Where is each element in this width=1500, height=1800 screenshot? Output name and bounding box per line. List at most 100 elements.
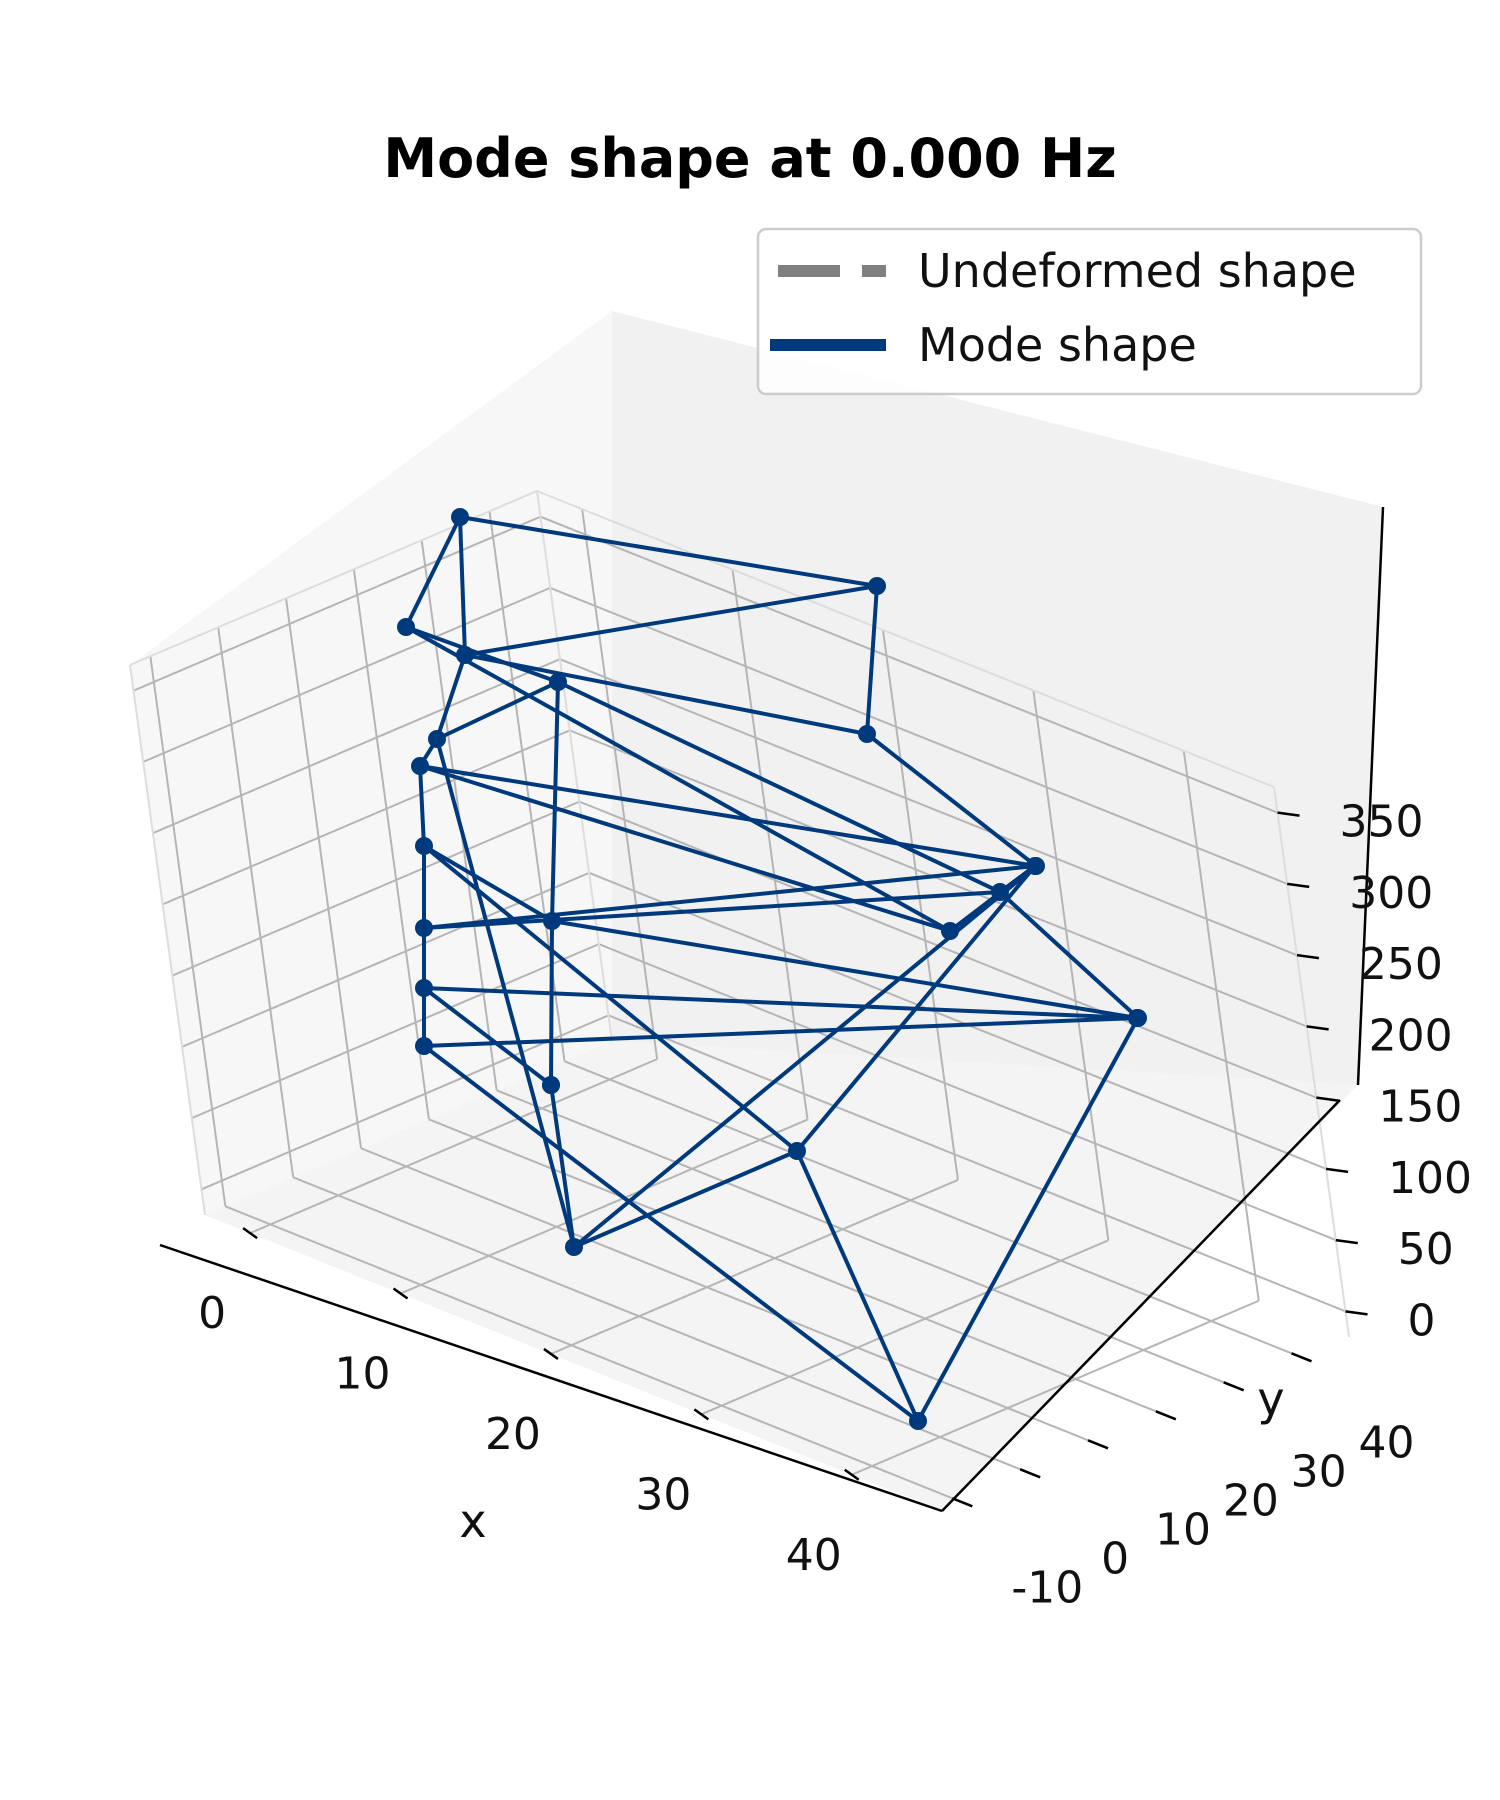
pane-edge (536, 490, 613, 1042)
legend-mode-label: Mode shape (918, 318, 1197, 372)
y-gridline-floor (224, 1205, 963, 1504)
mode-shape-node (549, 673, 567, 691)
z-tick-label: 50 (1398, 1224, 1454, 1275)
x-tick-label: 0 (198, 1288, 226, 1339)
axes: 010203040-100102030400501001502002503003… (159, 506, 1472, 1613)
x-tick-label: 20 (485, 1409, 541, 1460)
y-gridline-wall (149, 656, 227, 1207)
x-gridline-wall (881, 629, 959, 1181)
z-axis-line (1356, 506, 1385, 1086)
mode-shape-node (858, 725, 876, 743)
z-gridline-left (201, 1014, 609, 1191)
mode-shape-edge (422, 844, 554, 923)
mode-shape-node (415, 979, 433, 997)
x-gridline-floor (851, 1299, 1260, 1476)
y-gridline-wall (352, 569, 430, 1120)
y-gridline-floor (564, 1060, 1302, 1359)
mode-shape-edge (422, 1044, 920, 1423)
mode-shape-node (415, 837, 433, 855)
mode-shape-edge (418, 764, 1038, 868)
z-gridline-back (549, 586, 1288, 885)
z-tick-label: 0 (1408, 1295, 1436, 1346)
z-tick (1277, 811, 1300, 817)
legend: Undeformed shape Mode shape (756, 227, 1423, 396)
mode-shape-node (909, 1412, 927, 1430)
mode-shape-node (1129, 1009, 1147, 1027)
y-gridline-floor (292, 1176, 1031, 1475)
z-tick-label: 200 (1369, 1010, 1453, 1061)
mode-shape-edge (404, 515, 462, 629)
mode-shape-edge (549, 1083, 576, 1249)
x-gridline-wall (581, 508, 659, 1060)
pane-edge (1273, 786, 1350, 1338)
x-tick (844, 1468, 860, 1481)
x-tick (392, 1287, 409, 1300)
mode-shape-edge (550, 680, 560, 923)
x-gridline-floor (400, 1118, 808, 1295)
pane-edge (129, 664, 206, 1216)
z-tick-label: 300 (1349, 868, 1433, 919)
z-tick (1287, 882, 1310, 889)
z-tick (1316, 1096, 1339, 1102)
mode-shape-node (451, 508, 469, 526)
x-tick (693, 1408, 710, 1421)
y-gridline-wall (285, 598, 363, 1149)
z-tick (1306, 1025, 1329, 1031)
mode-shape-edges (404, 515, 1140, 1423)
mode-shape-node (415, 919, 433, 937)
z-gridline-back (540, 515, 1278, 814)
mode-shape-edge (795, 864, 1037, 1153)
y-tick (951, 1497, 973, 1508)
z-gridline-back (588, 871, 1327, 1170)
z-gridline-left (152, 658, 561, 835)
x-axis-line (159, 1243, 943, 1513)
z-gridline-left (191, 943, 600, 1120)
mode-shape-edge (998, 890, 1140, 1020)
y-tick (1291, 1352, 1312, 1363)
z-tick (1325, 1167, 1349, 1174)
y-axis-line (941, 1099, 1341, 1512)
mode-shape-edge (572, 1149, 799, 1249)
mode-shape-edge (550, 919, 1139, 1020)
mode-shape-edge (418, 764, 952, 933)
z-tick-label: 150 (1378, 1082, 1462, 1133)
z-gridline-left (162, 729, 571, 906)
mode-shape-nodes (397, 508, 1147, 1430)
mode-shape-edge (404, 625, 560, 684)
mode-shape-edge (795, 1149, 920, 1423)
mode-shape-edge (458, 515, 879, 588)
x-tick (543, 1347, 559, 1360)
z-tick-label: 350 (1339, 797, 1423, 848)
y-tick-label: 10 (1155, 1504, 1211, 1555)
mode-shape-node (397, 618, 415, 636)
z-gridline-back (578, 800, 1317, 1099)
mode-shape-node (868, 577, 886, 595)
mode-shape-edge (916, 1016, 1140, 1423)
y-tick-label: 20 (1223, 1475, 1279, 1526)
mode-shape-node (456, 646, 474, 664)
z-tick (1296, 953, 1320, 960)
x-gridline-wall (731, 569, 809, 1120)
x-gridline-wall (1182, 750, 1260, 1301)
mode-shape-edge (418, 764, 426, 848)
z-tick (1335, 1238, 1358, 1245)
z-gridline-back (608, 1014, 1346, 1313)
pane-edge (536, 490, 1275, 788)
mode-shape-node (941, 922, 959, 940)
y-tick (1087, 1439, 1109, 1450)
x-gridline-floor (550, 1179, 959, 1355)
z-tick-label: 100 (1388, 1153, 1472, 1204)
mode-shape-edge (435, 737, 576, 1249)
mode-shape-edge (556, 680, 1002, 894)
y-tick-label: 40 (1359, 1417, 1415, 1468)
mode-shape-edge (865, 584, 879, 736)
mode-shape-edge (458, 515, 467, 657)
z-tick-label: 250 (1359, 939, 1443, 990)
mode-shape-edge (422, 864, 1037, 930)
mode-shape-edge (865, 732, 1038, 868)
z-gridline-left (133, 515, 541, 692)
z-tick (1345, 1310, 1368, 1316)
floor-pane (205, 1041, 1358, 1511)
z-gridline-left (142, 586, 551, 763)
z-gridline-back (559, 658, 1298, 957)
